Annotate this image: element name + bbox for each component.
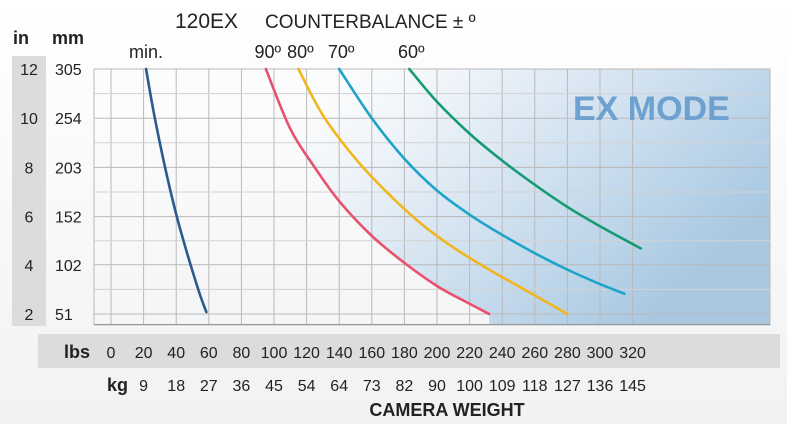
x-tick-kg-label: 18 xyxy=(167,378,185,395)
y-ticks-mm: 305 254 203 152 102 51 xyxy=(55,62,82,324)
y-tick-mm-label: 102 xyxy=(55,258,82,275)
ex-mode-region xyxy=(265,69,770,325)
y-tick-in-label: 10 xyxy=(20,111,38,128)
series-group xyxy=(144,67,643,316)
ex-mode-label: EX MODE xyxy=(573,90,730,128)
x-ticks-kg: 9 18 27 36 45 54 64 73 82 90 100 109 118 127 136 145 xyxy=(139,378,646,395)
x-tick-kg-label: 73 xyxy=(363,378,381,395)
x-tick-lbs-label: 300 xyxy=(587,345,614,362)
y-tick-mm-label: 152 xyxy=(55,210,82,227)
series-label: 80º xyxy=(287,42,314,62)
x-tick-kg-label: 145 xyxy=(619,378,646,395)
x-tick-lbs-label: 280 xyxy=(554,345,581,362)
chart-subtitle: COUNTERBALANCE ± º xyxy=(265,12,476,33)
x-unit-lbs: lbs xyxy=(64,342,90,362)
y-tick-in-label: 8 xyxy=(25,160,34,177)
x-tick-lbs-label: 140 xyxy=(326,345,353,362)
x-tick-lbs-label: 240 xyxy=(489,345,516,362)
x-tick-kg-label: 45 xyxy=(265,378,283,395)
y-tick-in-label: 6 xyxy=(25,210,34,227)
series-labels: min. 90º 80º 70º 60º xyxy=(129,42,425,62)
x-unit-kg: kg xyxy=(107,375,128,395)
x-tick-lbs-label: 100 xyxy=(261,345,288,362)
x-tick-kg-label: 127 xyxy=(554,378,581,395)
lbs-band-bg xyxy=(38,334,780,368)
y-tick-in-label: 4 xyxy=(25,258,34,275)
x-tick-kg-label: 118 xyxy=(522,378,548,395)
y-tick-in-label: 2 xyxy=(25,307,34,324)
x-tick-kg-label: 109 xyxy=(489,378,516,395)
x-axis-label: CAMERA WEIGHT xyxy=(369,400,524,420)
x-tick-lbs-label: 220 xyxy=(456,345,483,362)
x-tick-kg-label: 100 xyxy=(456,378,483,395)
y-tick-mm-label: 305 xyxy=(55,62,82,79)
series-label: 90º xyxy=(255,42,282,62)
x-tick-lbs-label: 320 xyxy=(619,345,646,362)
grid xyxy=(93,68,771,326)
inch-column-bg xyxy=(12,56,46,326)
x-tick-kg-label: 82 xyxy=(396,378,414,395)
x-tick-lbs-label: 60 xyxy=(200,345,218,362)
x-tick-lbs-label: 0 xyxy=(107,345,116,362)
x-tick-kg-label: 90 xyxy=(428,378,446,395)
x-tick-lbs-label: 180 xyxy=(391,345,418,362)
x-ticks-lbs: 0 20 40 60 80 100 120 140 160 180 200 220 240 260 280 3… xyxy=(107,345,646,362)
x-tick-lbs-label: 80 xyxy=(233,345,251,362)
chart-title: 120EX xyxy=(175,10,238,33)
series-label: 70º xyxy=(328,42,355,62)
x-tick-lbs-label: 20 xyxy=(135,345,153,362)
x-tick-lbs-label: 200 xyxy=(424,345,451,362)
x-tick-lbs-label: 260 xyxy=(521,345,548,362)
y-tick-mm-label: 203 xyxy=(55,160,82,177)
series-line-80 xyxy=(297,67,569,316)
series-line-90 xyxy=(264,67,491,316)
series-label: min. xyxy=(129,42,163,62)
x-tick-lbs-label: 40 xyxy=(167,345,185,362)
x-tick-kg-label: 36 xyxy=(233,378,251,395)
x-tick-kg-label: 136 xyxy=(587,378,614,395)
x-tick-kg-label: 54 xyxy=(298,378,316,395)
x-tick-kg-label: 64 xyxy=(330,378,348,395)
series-line-70 xyxy=(337,67,626,296)
y-unit-in: in xyxy=(13,28,29,48)
x-tick-kg-label: 27 xyxy=(200,378,218,395)
x-tick-lbs-label: 120 xyxy=(293,345,320,362)
y-tick-mm-label: 51 xyxy=(55,307,73,324)
y-tick-in-label: 12 xyxy=(20,62,38,79)
series-line-60 xyxy=(407,67,643,250)
series-line-min xyxy=(144,67,208,314)
x-tick-kg-label: 9 xyxy=(139,378,148,395)
y-unit-mm: mm xyxy=(52,28,84,48)
y-tick-mm-label: 254 xyxy=(55,111,82,128)
x-tick-lbs-label: 160 xyxy=(358,345,385,362)
series-label: 60º xyxy=(398,42,425,62)
y-ticks-in: 12 10 8 6 4 2 xyxy=(20,62,38,324)
